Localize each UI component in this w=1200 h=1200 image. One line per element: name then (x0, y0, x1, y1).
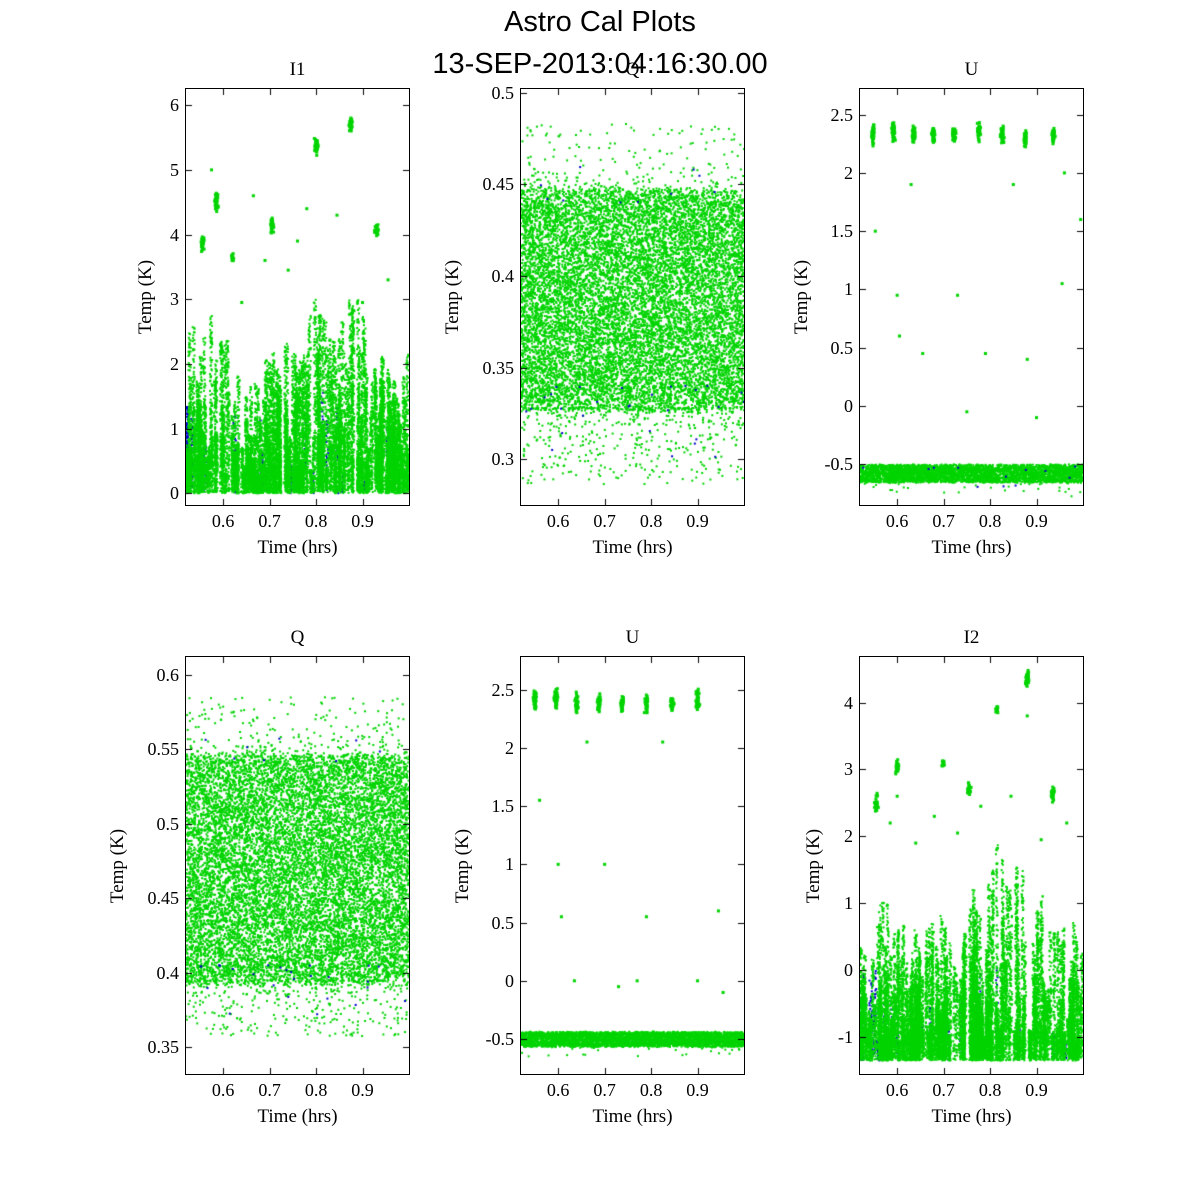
x-tick-label: 0.7 (258, 511, 281, 531)
y-tick-label: 2.5 (830, 104, 854, 125)
y-tick-label: 0.55 (147, 739, 180, 760)
y-tick-label: 0.3 (491, 449, 515, 470)
scatter-canvas (860, 657, 1083, 1074)
y-tick-label: 0.5 (491, 912, 515, 933)
x-tick-label: 0.9 (351, 511, 374, 531)
y-tick-label: 0.5 (491, 82, 515, 103)
y-tick-label: 1.5 (491, 796, 515, 817)
x-tick-label: 0.8 (304, 511, 328, 531)
scatter-canvas (186, 89, 409, 505)
y-tick-label: 2 (505, 737, 514, 758)
y-tick-label: 3 (170, 289, 179, 310)
y-tick-label: 0 (170, 483, 179, 504)
y-tick-label: 6 (170, 95, 179, 116)
x-axis-label: Time (hrs) (931, 1106, 1012, 1127)
y-tick-label: -1 (838, 1027, 853, 1048)
subplot-u-top: U Temp (K) Time (hrs) 0.6 0.7 0.8 0.9 -0.5 0 0… (791, 59, 1084, 558)
subplot-title: U (625, 627, 640, 648)
x-tick-label: 0.9 (686, 511, 709, 531)
y-tick-label: 0.35 (482, 357, 515, 378)
y-tick-label: 0 (844, 960, 853, 981)
y-tick-label: 0.5 (156, 813, 180, 834)
x-tick-label: 0.7 (932, 1080, 955, 1100)
y-tick-label: 1.5 (830, 221, 854, 242)
y-axis-label: Temp (K) (452, 828, 473, 903)
y-tick-label: 0.45 (147, 888, 180, 909)
y-tick-label: 0 (844, 395, 853, 416)
y-tick-label: 0 (505, 970, 514, 991)
scatter-canvas (186, 657, 409, 1074)
x-axis-label: Time (hrs) (592, 537, 673, 558)
y-tick-label: 3 (844, 759, 853, 780)
y-axis-label: Temp (K) (791, 259, 812, 335)
y-tick-label: 0.4 (156, 962, 180, 983)
x-tick-label: 0.6 (211, 1080, 235, 1100)
x-tick-label: 0.8 (639, 1080, 663, 1100)
x-tick-label: 0.7 (932, 511, 955, 531)
y-tick-label: 1 (170, 418, 179, 439)
x-tick-label: 0.6 (546, 511, 570, 531)
subplot-i2: I2 Temp (K) Time (hrs) 0.6 0.7 0.8 0.9 -1 0 1 2… (803, 627, 1084, 1127)
y-tick-label: 4 (844, 692, 853, 713)
x-tick-label: 0.8 (978, 1080, 1002, 1100)
y-tick-label: 2 (844, 162, 853, 183)
figure-subtitle: 13-SEP-2013:04:16:30.00 (432, 48, 768, 80)
x-tick-label: 0.7 (593, 1080, 616, 1100)
x-tick-label: 0.6 (885, 1080, 909, 1100)
x-tick-label: 0.9 (686, 1080, 709, 1100)
x-tick-label: 0.8 (639, 511, 663, 531)
subplot-title: Q (625, 59, 640, 80)
subplot-q-bottom: Q Temp (K) Time (hrs) 0.6 0.7 0.8 0.9 0.35 0.… (107, 627, 410, 1127)
y-axis-label: Temp (K) (803, 828, 824, 903)
x-tick-label: 0.9 (1025, 511, 1048, 531)
y-tick-label: -0.5 (485, 1029, 515, 1050)
y-axis-label: Temp (K) (442, 259, 463, 335)
x-axis-label: Time (hrs) (931, 537, 1012, 558)
y-tick-label: 2 (844, 826, 853, 847)
y-tick-label: 2.5 (491, 679, 515, 700)
figure-title: Astro Cal Plots (504, 6, 696, 38)
x-tick-label: 0.9 (1025, 1080, 1048, 1100)
x-tick-label: 0.6 (211, 511, 235, 531)
y-axis-label: Temp (K) (135, 259, 156, 335)
x-tick-label: 0.6 (885, 511, 909, 531)
y-tick-label: -0.5 (824, 454, 854, 475)
y-tick-label: 0.35 (147, 1037, 180, 1058)
subplot-title: U (964, 59, 979, 80)
x-axis-label: Time (hrs) (592, 1106, 673, 1127)
scatter-canvas (860, 89, 1083, 505)
x-tick-label: 0.7 (593, 511, 616, 531)
y-tick-label: 1 (844, 893, 853, 914)
y-tick-label: 1 (505, 854, 514, 875)
x-tick-label: 0.8 (304, 1080, 328, 1100)
x-axis-label: Time (hrs) (257, 1106, 338, 1127)
x-tick-label: 0.7 (258, 1080, 281, 1100)
x-tick-label: 0.6 (546, 1080, 570, 1100)
x-tick-label: 0.8 (978, 511, 1002, 531)
y-tick-label: 2 (170, 353, 179, 374)
y-axis-label: Temp (K) (107, 828, 128, 903)
y-tick-label: 0.45 (482, 174, 515, 195)
y-tick-label: 5 (170, 159, 179, 180)
scatter-canvas (521, 89, 744, 505)
subplot-title: Q (290, 627, 305, 648)
x-axis-label: Time (hrs) (257, 537, 338, 558)
subplot-title: I1 (289, 59, 306, 80)
y-tick-label: 0.4 (491, 265, 515, 286)
subplot-u-bottom: U Temp (K) Time (hrs) 0.6 0.7 0.8 0.9 -0.5 0 0… (452, 627, 745, 1127)
y-tick-label: 4 (170, 224, 179, 245)
y-tick-label: 0.5 (830, 337, 854, 358)
y-tick-label: 1 (844, 279, 853, 300)
y-tick-label: 0.6 (156, 664, 180, 685)
x-tick-label: 0.9 (351, 1080, 374, 1100)
subplot-title: I2 (963, 627, 980, 648)
scatter-canvas (521, 657, 744, 1074)
subplot-q-top: Q Temp (K) Time (hrs) 0.6 0.7 0.8 0.9 0.3 0.3… (442, 59, 745, 558)
subplot-i1: I1 Temp (K) Time (hrs) 0.6 0.7 0.8 0.9 0 1 2 3 4… (135, 59, 410, 558)
